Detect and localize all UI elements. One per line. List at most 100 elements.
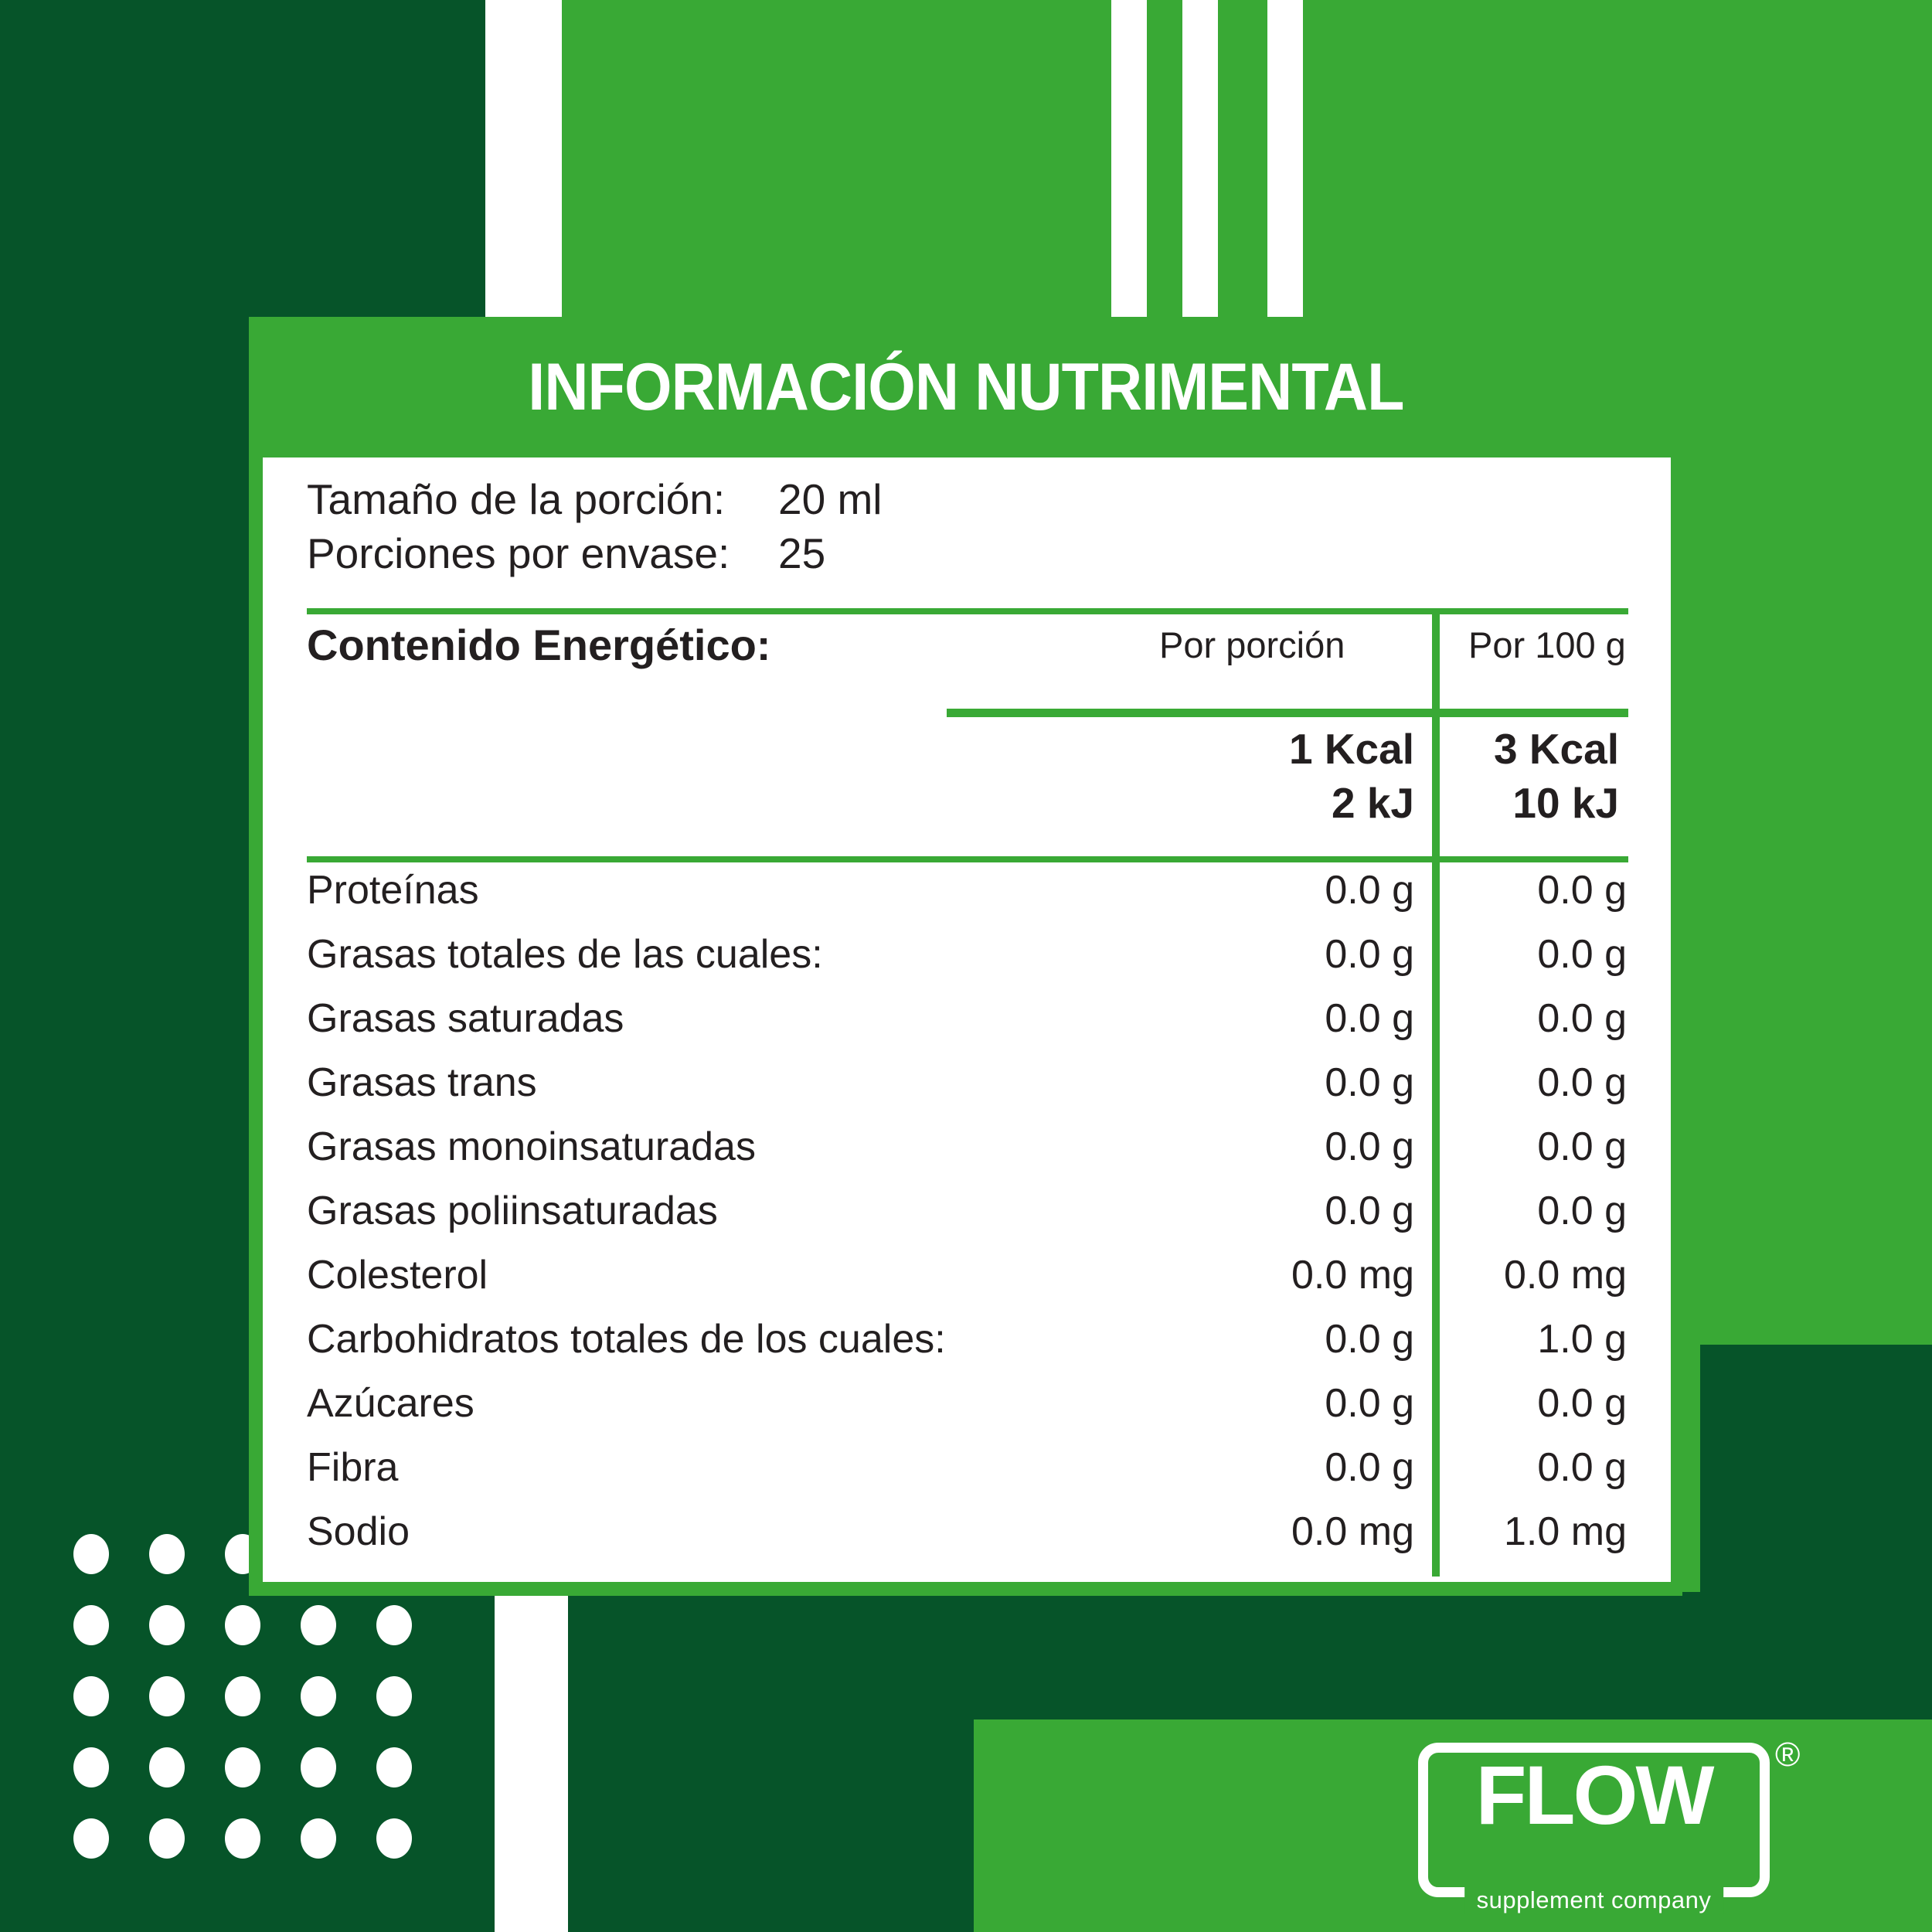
decor-dot [301, 1818, 336, 1859]
nutrient-table: Proteínas 0.0 g 0.0 g Grasas totales de las… [263, 867, 1671, 1573]
registered-trademark-icon: ® [1775, 1736, 1801, 1774]
decor-dot [301, 1676, 336, 1716]
decor-dot [73, 1747, 109, 1787]
nutrient-name: Colesterol [307, 1253, 488, 1298]
dot-grid-decoration [73, 1534, 444, 1866]
nutrient-value-per-100g: 0.0 mg [1504, 1253, 1627, 1298]
table-row: Grasas poliinsaturadas 0.0 g 0.0 g [263, 1188, 1671, 1252]
divider-mid-columns [947, 709, 1628, 717]
decor-dot [149, 1534, 185, 1574]
logo-wordmark: FLOW [1475, 1748, 1715, 1842]
decor-dot [376, 1747, 412, 1787]
table-row: Fibra 0.0 g 0.0 g [263, 1444, 1671, 1509]
page-title: INFORMACIÓN NUTRIMENTAL [527, 349, 1404, 424]
decor-dot [376, 1818, 412, 1859]
logo-tagline: supplement company [1476, 1886, 1712, 1913]
nutrient-value-per-100g: 0.0 g [1537, 868, 1627, 913]
nutrient-value-per-100g: 1.0 g [1537, 1317, 1627, 1362]
nutrient-name: Proteínas [307, 868, 479, 913]
serving-size-label: Tamaño de la porción: [307, 475, 726, 523]
energy-kj-per-100g: 10 kJ [1512, 779, 1619, 827]
table-row: Proteínas 0.0 g 0.0 g [263, 867, 1671, 931]
decor-dot [225, 1676, 260, 1716]
decor-stripe-3 [1267, 0, 1303, 318]
nutrient-value-per-100g: 0.0 g [1537, 1381, 1627, 1426]
decor-dot [301, 1605, 336, 1645]
decor-dot [149, 1605, 185, 1645]
table-row: Azúcares 0.0 g 0.0 g [263, 1380, 1671, 1444]
nutrient-value-per-serving: 0.0 g [1325, 932, 1414, 977]
nutrient-value-per-serving: 0.0 mg [1291, 1253, 1414, 1298]
decor-dot [225, 1747, 260, 1787]
decor-dot [225, 1818, 260, 1859]
decor-dot [73, 1534, 109, 1574]
decor-dot [301, 1747, 336, 1787]
nutrient-value-per-100g: 1.0 mg [1504, 1509, 1627, 1554]
background-stripe-white-bottom-left [495, 1592, 568, 1932]
nutrient-value-per-100g: 0.0 g [1537, 996, 1627, 1041]
servings-per-container-value: 25 [778, 529, 826, 577]
nutrient-value-per-serving: 0.0 g [1325, 1124, 1414, 1169]
table-row: Grasas saturadas 0.0 g 0.0 g [263, 995, 1671, 1060]
nutrient-name: Sodio [307, 1509, 410, 1554]
nutrient-name: Fibra [307, 1445, 399, 1490]
energy-kj-per-serving: 2 kJ [1331, 779, 1414, 827]
table-row: Grasas monoinsaturadas 0.0 g 0.0 g [263, 1124, 1671, 1188]
card-title-band: INFORMACIÓN NUTRIMENTAL [249, 317, 1682, 457]
nutrient-value-per-100g: 0.0 g [1537, 932, 1627, 977]
serving-size-row: Tamaño de la porción: 20 ml [307, 474, 883, 524]
energy-content-label: Contenido Energético: [307, 621, 771, 669]
card-body: Tamaño de la porción: 20 ml Porciones po… [263, 457, 1671, 1582]
serving-size-value: 20 ml [778, 475, 883, 523]
nutrient-name: Grasas trans [307, 1060, 537, 1105]
background-block-dark-bottom-mid [568, 1592, 974, 1932]
table-row: Carbohidratos totales de los cuales: 0.0 … [263, 1316, 1671, 1380]
nutrient-value-per-100g: 0.0 g [1537, 1060, 1627, 1105]
nutrient-value-per-serving: 0.0 g [1325, 1060, 1414, 1105]
nutrient-value-per-100g: 0.0 g [1537, 1189, 1627, 1233]
divider-bottom-header [307, 856, 1628, 862]
decor-dot [149, 1818, 185, 1859]
background-stripe-white-top-left [485, 0, 562, 318]
energy-kcal-per-100g: 3 Kcal [1493, 725, 1619, 773]
nutrient-value-per-serving: 0.0 g [1325, 996, 1414, 1041]
nutrient-value-per-serving: 0.0 g [1325, 868, 1414, 913]
table-row: Grasas trans 0.0 g 0.0 g [263, 1060, 1671, 1124]
column-header-per-serving: Por porción [1159, 624, 1345, 665]
decor-dot [376, 1605, 412, 1645]
servings-per-container-label: Porciones por envase: [307, 529, 730, 577]
nutrient-name: Azúcares [307, 1381, 474, 1426]
decor-stripe-1 [1111, 0, 1147, 318]
nutrient-name: Carbohidratos totales de los cuales: [307, 1317, 946, 1362]
decor-dot [73, 1605, 109, 1645]
logo-tagline-wrap: supplement company [1464, 1886, 1724, 1914]
nutrient-value-per-serving: 0.0 g [1325, 1317, 1414, 1362]
decor-dot [73, 1676, 109, 1716]
table-row: Grasas totales de las cuales: 0.0 g 0.0 g [263, 931, 1671, 995]
nutrient-value-per-serving: 0.0 g [1325, 1189, 1414, 1233]
decor-dot [376, 1676, 412, 1716]
nutrient-value-per-serving: 0.0 g [1325, 1445, 1414, 1490]
nutrient-value-per-serving: 0.0 mg [1291, 1509, 1414, 1554]
divider-top [307, 608, 1628, 614]
energy-kcal-per-serving: 1 Kcal [1288, 725, 1414, 773]
nutrient-value-per-serving: 0.0 g [1325, 1381, 1414, 1426]
nutrient-value-per-100g: 0.0 g [1537, 1445, 1627, 1490]
nutrient-name: Grasas saturadas [307, 996, 624, 1041]
decor-dot [73, 1818, 109, 1859]
table-row: Sodio 0.0 mg 1.0 mg [263, 1509, 1671, 1573]
nutrient-value-per-100g: 0.0 g [1537, 1124, 1627, 1169]
column-header-per-100g: Por 100 g [1468, 624, 1626, 665]
decor-dot [149, 1747, 185, 1787]
brand-logo: FLOW supplement company ® [1418, 1738, 1800, 1914]
servings-per-container-row: Porciones por envase: 25 [307, 529, 825, 578]
decor-stripe-2 [1182, 0, 1218, 318]
nutrient-name: Grasas poliinsaturadas [307, 1189, 718, 1233]
table-row: Colesterol 0.0 mg 0.0 mg [263, 1252, 1671, 1316]
nutrient-name: Grasas monoinsaturadas [307, 1124, 756, 1169]
divider-column-vertical [1432, 614, 1440, 1577]
decor-dot [225, 1605, 260, 1645]
nutrition-card: INFORMACIÓN NUTRIMENTAL Tamaño de la por… [249, 317, 1682, 1596]
nutrient-name: Grasas totales de las cuales: [307, 932, 823, 977]
